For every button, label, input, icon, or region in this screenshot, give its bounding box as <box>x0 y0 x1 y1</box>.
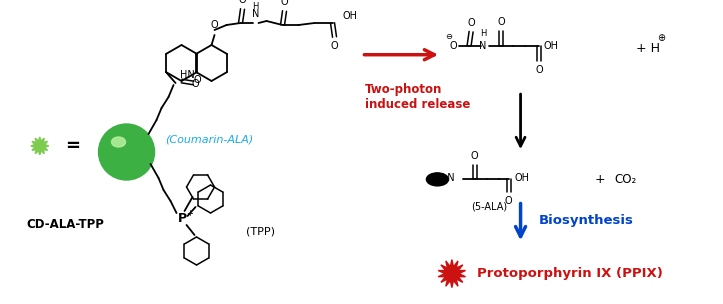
Text: H: H <box>252 2 259 11</box>
Text: HN: HN <box>179 70 194 80</box>
Text: OH: OH <box>515 173 530 183</box>
Text: CO₂: CO₂ <box>615 173 636 186</box>
Text: O: O <box>535 65 543 75</box>
Text: O: O <box>330 41 338 51</box>
Text: +: + <box>595 173 605 186</box>
Text: Biosynthesis: Biosynthesis <box>539 214 633 227</box>
Text: O: O <box>505 196 513 206</box>
Ellipse shape <box>111 137 126 147</box>
Text: O: O <box>449 41 457 51</box>
Text: O: O <box>210 20 218 30</box>
Circle shape <box>98 124 155 180</box>
Text: H: H <box>480 29 487 38</box>
Text: O: O <box>467 18 475 28</box>
Text: O: O <box>192 79 200 89</box>
Text: N: N <box>252 9 260 19</box>
Ellipse shape <box>427 173 448 186</box>
Text: +: + <box>186 209 193 219</box>
Text: O: O <box>471 151 479 161</box>
Polygon shape <box>31 137 48 155</box>
Text: Protoporphyrin IX (PPIX): Protoporphyrin IX (PPIX) <box>477 267 663 280</box>
Text: CD-ALA-TPP: CD-ALA-TPP <box>26 219 104 231</box>
Text: + H: + H <box>636 42 660 55</box>
Text: ⊕: ⊕ <box>657 33 666 43</box>
Text: N: N <box>479 41 487 51</box>
Text: (5-ALA): (5-ALA) <box>471 202 507 212</box>
Text: O: O <box>193 75 201 85</box>
Text: P: P <box>178 212 187 226</box>
Polygon shape <box>438 260 466 288</box>
Text: OH: OH <box>343 11 358 21</box>
Text: O: O <box>239 0 247 5</box>
Text: Two-photon
induced release: Two-photon induced release <box>365 83 471 111</box>
Text: OH: OH <box>543 41 558 51</box>
Text: O: O <box>281 0 288 7</box>
Text: (TPP): (TPP) <box>246 226 275 236</box>
Text: (Coumarin-ALA): (Coumarin-ALA) <box>166 135 254 145</box>
Text: H₂N: H₂N <box>436 173 455 183</box>
Text: ⊖: ⊖ <box>445 32 453 41</box>
Text: O: O <box>497 17 505 27</box>
Text: =: = <box>65 137 80 155</box>
